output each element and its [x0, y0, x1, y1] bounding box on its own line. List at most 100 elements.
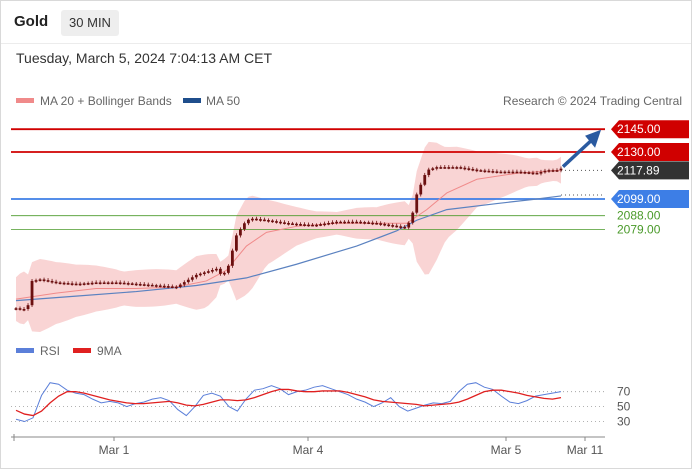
candle-body — [447, 167, 451, 169]
rsi-legend-swatch — [16, 348, 34, 353]
candle-body — [495, 171, 499, 173]
candle-body — [182, 282, 186, 285]
level-label-2099.00: 2099.00 — [617, 192, 661, 206]
level-tag-2130.00 — [611, 142, 689, 161]
candle-body — [22, 309, 26, 311]
x-tick-label: Mar 4 — [293, 443, 324, 457]
candle-body — [82, 283, 86, 285]
candle-body — [303, 224, 306, 226]
candle-body — [267, 220, 270, 222]
x-tick-label: Mar 11 — [567, 443, 604, 457]
candle-body — [299, 224, 302, 226]
candle-body — [142, 284, 146, 286]
candle-body — [335, 221, 338, 224]
candle-body — [214, 268, 218, 271]
candle-body — [427, 169, 431, 176]
candle-body — [243, 223, 246, 230]
candle-body — [347, 221, 351, 224]
candle-body — [359, 221, 363, 224]
candle-body — [319, 224, 322, 226]
candle-body — [467, 168, 471, 170]
rsi-tick-70: 70 — [617, 385, 631, 399]
candle-body — [519, 171, 523, 174]
time-axis: Mar 1 Mar 4 Mar 5 Mar 11 — [11, 434, 605, 457]
candle-body — [439, 167, 443, 169]
candle-body — [415, 194, 419, 213]
candle-body — [499, 171, 503, 174]
current-price-tag — [611, 161, 689, 180]
candle-body — [371, 222, 375, 225]
candle-body — [134, 283, 138, 286]
candle-body — [327, 222, 330, 225]
candle-body — [399, 226, 403, 228]
candle-body — [114, 282, 118, 285]
candle-body — [443, 167, 447, 169]
candle-body — [287, 222, 290, 225]
candle-body — [18, 308, 22, 310]
rsi-series-RSI — [15, 382, 562, 423]
candle-body — [503, 171, 507, 174]
candle-body — [491, 171, 495, 173]
candle-body — [283, 222, 286, 224]
candle-body — [186, 279, 190, 283]
timestamp: Tuesday, March 5, 2024 7:04:13 AM CET — [16, 50, 273, 66]
candle-body — [523, 171, 527, 174]
candle-body — [487, 170, 491, 173]
candle-body — [218, 268, 222, 274]
candle-body — [154, 285, 158, 287]
candle-body — [387, 224, 391, 227]
candle-body — [355, 221, 359, 224]
candle-body — [343, 221, 347, 224]
candle-body — [170, 286, 174, 288]
candle-body — [539, 171, 543, 174]
candle-body — [239, 229, 242, 236]
candle-body — [551, 170, 555, 172]
candle-body — [222, 272, 226, 275]
candle-body — [531, 172, 535, 175]
candle-body — [162, 285, 166, 288]
candle-body — [295, 223, 298, 226]
candle-body — [315, 224, 318, 227]
candle-body — [511, 171, 515, 174]
candle-body — [259, 219, 262, 221]
ma20-line — [15, 169, 562, 300]
candle-body — [507, 171, 511, 174]
candle-body — [463, 167, 467, 170]
candle-body — [363, 222, 367, 224]
candle-body — [311, 224, 314, 227]
candle-body — [307, 224, 310, 227]
candle-body — [323, 223, 326, 226]
candle-body — [411, 212, 415, 223]
candle-body — [391, 225, 395, 227]
candle-body — [471, 168, 475, 171]
candle-body — [66, 283, 70, 285]
candle-body — [122, 282, 126, 285]
level-tag-2099.00 — [611, 190, 689, 208]
timeframe-button[interactable]: 30 MIN — [61, 10, 119, 36]
candle-body — [451, 167, 455, 169]
candle-body — [527, 172, 531, 174]
candle-body — [407, 222, 411, 228]
candle-body — [455, 167, 459, 169]
candle-body — [226, 265, 230, 273]
candle-body — [42, 279, 46, 282]
rsi-series-9MA — [15, 388, 562, 417]
candle-body — [98, 282, 102, 285]
x-tick-label: Mar 1 — [99, 443, 130, 457]
rsi-tick-30: 30 — [617, 415, 631, 429]
candle-body — [46, 280, 50, 282]
candle-body — [271, 220, 274, 223]
candle-body — [26, 305, 30, 309]
candle-body — [383, 223, 387, 226]
rsi-tick-50: 50 — [617, 400, 631, 414]
candle-body — [190, 277, 194, 280]
candle-body — [34, 280, 38, 282]
candle-body — [146, 284, 150, 287]
ma50-line — [15, 195, 562, 302]
rsi-ma-legend-swatch — [73, 348, 91, 353]
candle-body — [198, 273, 202, 276]
candle-body — [178, 284, 182, 287]
candle-body — [331, 222, 334, 224]
